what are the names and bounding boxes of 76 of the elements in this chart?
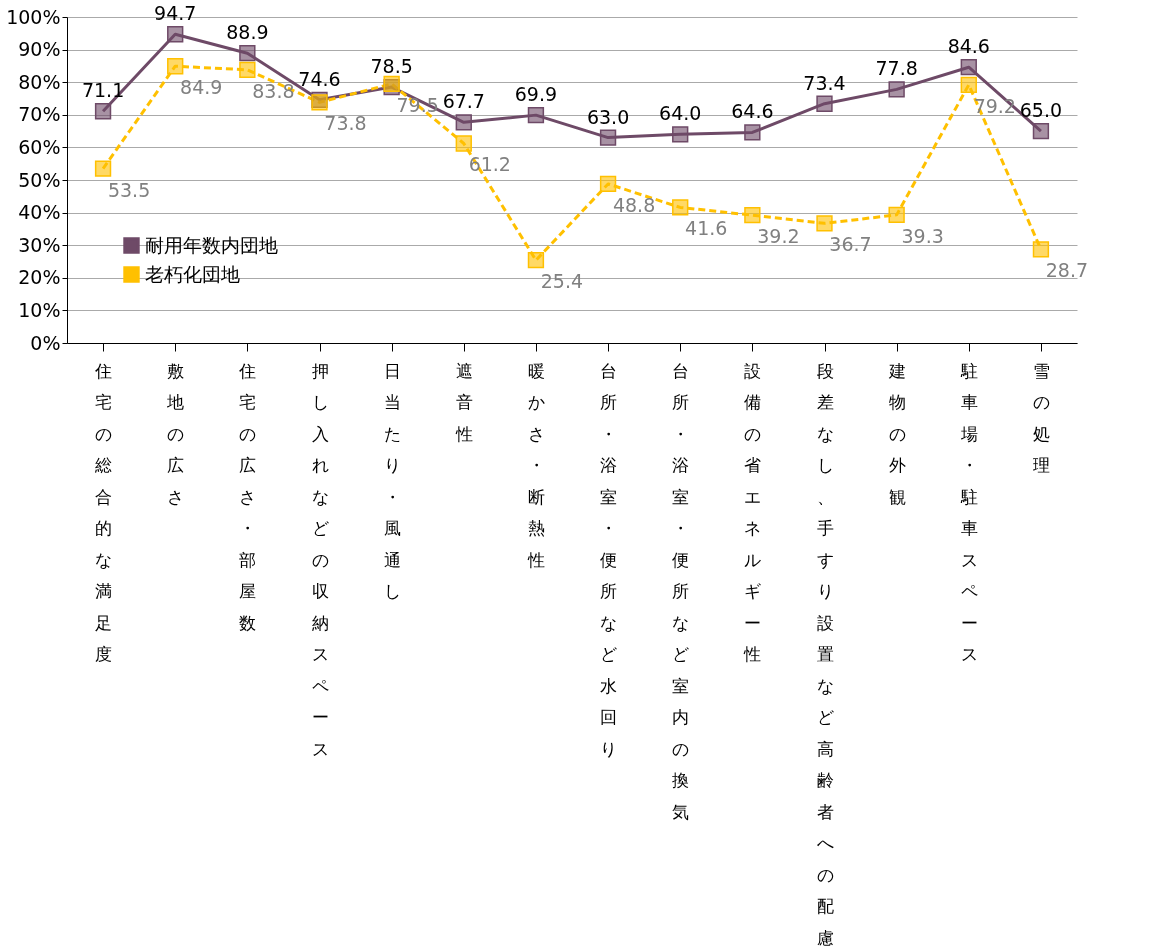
point	[94, 103, 112, 120]
x-tick-label: 敷地の広さ	[166, 360, 185, 507]
y-tick-label: 10%	[18, 298, 61, 321]
y-tick-label: 50%	[18, 168, 61, 191]
data-label: 61.2	[468, 153, 511, 176]
category-label: 住宅の広さ・部屋数	[239, 360, 257, 633]
y-tick-label: 70%	[18, 103, 61, 126]
y-tick-label: 80%	[18, 70, 61, 93]
data-label: 39.3	[901, 224, 944, 247]
category-label: 駐車場・駐車スペース	[960, 360, 978, 664]
point	[672, 126, 689, 143]
x-tick-label: 雪の処理	[1032, 360, 1050, 475]
y-tick-label: 30%	[18, 233, 61, 256]
point	[527, 106, 545, 124]
data-label: 73.4	[803, 71, 846, 94]
category-label: 台所・浴室・便所など水回り	[600, 360, 618, 759]
data-label: 77.8	[875, 57, 918, 80]
point	[599, 175, 617, 193]
data-label: 78.5	[370, 55, 413, 78]
point	[744, 207, 761, 224]
y-tick-label: 40%	[18, 201, 61, 224]
point	[888, 206, 905, 224]
point	[527, 252, 545, 269]
data-label: 88.9	[226, 21, 269, 44]
point	[599, 129, 617, 146]
point	[1032, 241, 1050, 258]
data-label: 73.8	[324, 112, 367, 135]
data-label: 64.6	[731, 100, 774, 123]
y-tick-label: 90%	[18, 38, 61, 61]
legend-label: 老朽化団地	[145, 262, 240, 285]
data-label: 28.7	[1045, 259, 1089, 282]
category-label: 設備の省エネルギー性	[744, 360, 762, 664]
point	[455, 135, 472, 152]
category-label: 台所・浴室・便所など室内の換気	[672, 360, 690, 822]
data-label: 94.7	[154, 2, 197, 25]
data-label: 84.6	[947, 35, 990, 58]
point	[960, 59, 977, 76]
data-label: 41.6	[685, 217, 728, 240]
data-label: 39.2	[757, 225, 800, 248]
legend-label: 耐用年数内団地	[145, 233, 278, 256]
y-tick-label: 60%	[18, 135, 61, 158]
x-tick-label: 建物の外観	[887, 360, 906, 507]
x-tick-label: 遮音性	[454, 360, 473, 444]
data-label: 71.1	[81, 79, 125, 102]
point	[744, 124, 761, 141]
point	[455, 114, 472, 131]
data-label: 53.5	[107, 178, 151, 201]
point	[167, 58, 184, 75]
point	[816, 215, 833, 232]
x-tick-label: 日当たり・風通し	[383, 360, 401, 601]
data-label: 83.8	[252, 79, 295, 102]
data-label: 67.7	[442, 90, 485, 113]
point	[239, 61, 256, 78]
y-tick-label: 20%	[18, 266, 61, 289]
point	[167, 26, 184, 43]
category-label: 住宅の総合的な満足度	[95, 360, 113, 664]
y-tick-label: 100%	[6, 5, 61, 28]
data-label: 64.0	[659, 102, 702, 125]
data-label: 74.6	[298, 67, 341, 90]
data-label: 48.8	[612, 193, 656, 216]
y-tick-label: 0%	[30, 331, 61, 354]
point	[239, 45, 256, 62]
point	[888, 81, 905, 98]
category-label: 押し入れなどの収納スペース	[311, 360, 329, 759]
point	[816, 95, 833, 112]
point	[960, 76, 977, 93]
point	[672, 199, 689, 216]
x-tick-label: 暖かさ・断熱性	[526, 360, 545, 570]
point	[383, 75, 400, 92]
category-label: 段差なし、手すり設置など高齢者への配慮	[816, 360, 834, 948]
data-label: 63.0	[586, 105, 630, 128]
point	[1032, 122, 1050, 140]
data-label: 84.9	[180, 76, 223, 99]
data-label: 65.0	[1019, 99, 1063, 122]
data-label: 69.9	[514, 83, 558, 106]
point	[94, 160, 112, 177]
